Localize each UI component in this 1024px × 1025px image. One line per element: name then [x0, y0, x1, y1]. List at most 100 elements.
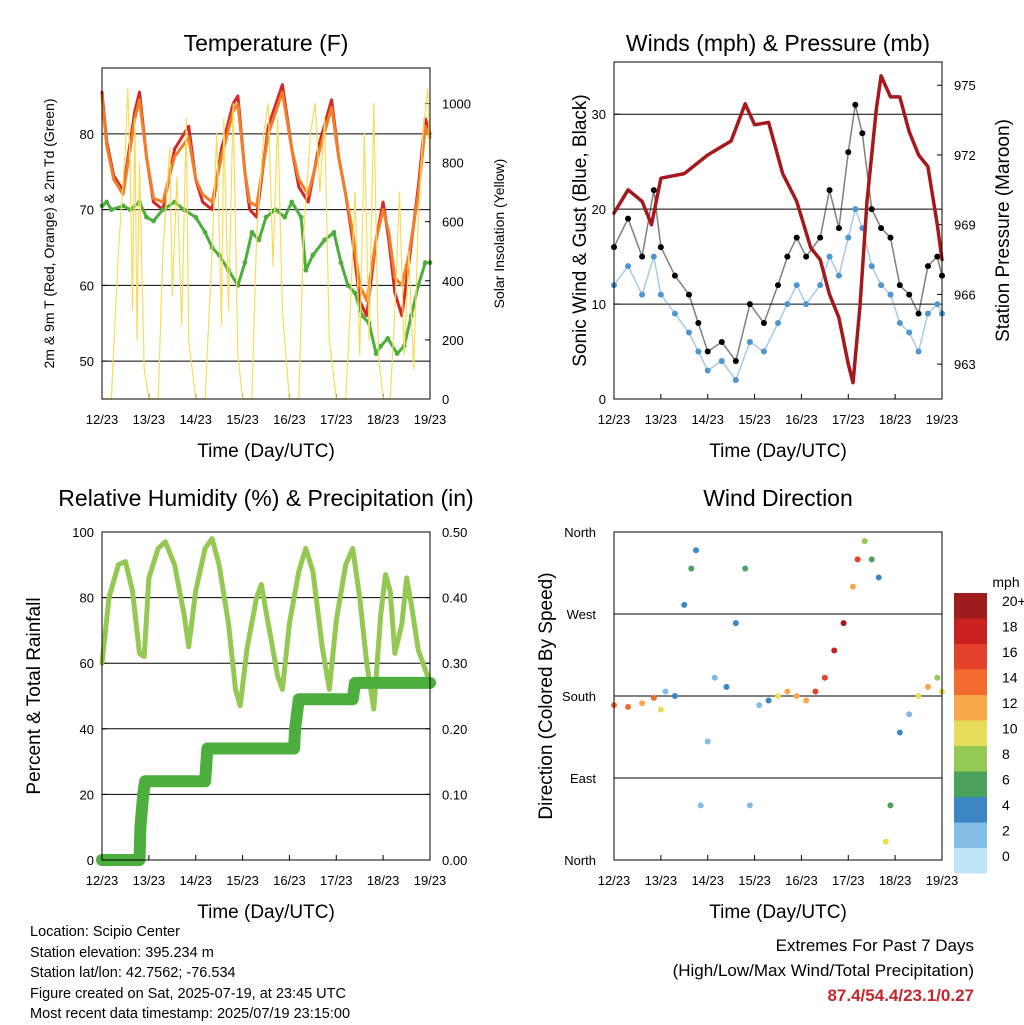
y-tick-label: 100	[72, 525, 94, 540]
direction-point	[887, 802, 894, 809]
y-axis-label: Sonic Wind & Gust (Blue, Black)	[570, 94, 591, 366]
extremes-block: Extremes For Past 7 Days (High/Low/Max W…	[673, 933, 974, 1008]
direction-point	[625, 703, 632, 710]
direction-point	[793, 693, 800, 699]
y-tick-label: 60	[80, 278, 94, 293]
x-tick-label: 14/23	[691, 412, 724, 427]
series-wind-point	[934, 301, 941, 308]
x-tick-label: 17/23	[832, 412, 865, 427]
legend-label: 16	[1002, 644, 1018, 660]
legend-swatch	[954, 644, 987, 670]
series-gust-point	[650, 187, 657, 194]
series-gust-point	[826, 187, 833, 194]
legend-swatch	[954, 822, 987, 848]
elevation-text: Station elevation: 395.234 m	[30, 944, 214, 961]
x-tick-label: 17/23	[320, 412, 353, 427]
x-tick-label: 16/23	[785, 412, 818, 427]
direction-point	[693, 547, 699, 554]
x-tick-label: 16/23	[785, 873, 818, 888]
series-wind-point	[650, 253, 657, 260]
x-tick-label: 13/23	[133, 873, 166, 888]
y-tick-label: North	[564, 525, 596, 540]
y-tick-label: 0	[87, 853, 94, 868]
y2-tick-label: 1000	[442, 96, 471, 111]
legend-label: 4	[1002, 797, 1010, 813]
y-tick-label: 40	[80, 722, 94, 737]
x-tick-label: 16/23	[273, 873, 306, 888]
x-tick-label: 15/23	[226, 412, 259, 427]
legend-label: 6	[1002, 772, 1010, 788]
series-wind-point	[718, 358, 725, 365]
direction-point	[854, 556, 861, 563]
direction-point	[915, 693, 922, 699]
x-tick-label: 18/23	[879, 412, 912, 427]
direction-point	[812, 688, 819, 695]
series-wind-point	[732, 377, 739, 384]
direction-point	[657, 706, 664, 713]
series-gust-point	[625, 215, 632, 222]
y-axis-label: 2m & 9m T (Red, Orange) & 2m Td (Green)	[41, 99, 57, 369]
y2-tick-label: 800	[442, 156, 464, 171]
series-total-precipitation	[96, 676, 436, 866]
series-2m-td-point	[415, 282, 421, 288]
series-wind-point	[695, 348, 702, 355]
x-tick-label: 13/23	[645, 412, 678, 427]
series-gust-point	[760, 320, 767, 327]
series-9m-t	[100, 90, 432, 302]
series-2m-td-point	[263, 214, 269, 220]
series-2m-td-point	[242, 260, 248, 266]
x-tick-label: 14/23	[179, 412, 212, 427]
series-2m-td-point	[345, 282, 351, 288]
direction-point	[671, 693, 678, 699]
x-axis-label: Time (Day/UTC)	[709, 441, 847, 462]
series-2m-td-point	[322, 237, 327, 243]
legend-swatch	[954, 746, 987, 772]
y2-tick-label: 972	[954, 148, 976, 163]
y2-tick-label: 966	[954, 287, 976, 302]
y2-tick-label: 975	[954, 78, 976, 93]
direction-point	[732, 620, 739, 627]
direction-point	[756, 702, 763, 709]
series-gust-point	[868, 206, 875, 213]
series-2m-td-point	[256, 237, 262, 243]
speed-legend: mph 20+ 18 16 14 12 10 8 6 4 2 0	[954, 574, 1024, 874]
x-axis-label: Time (Day/UTC)	[709, 902, 847, 923]
y2-tick-label: 0.40	[442, 591, 467, 606]
y2-tick-label: 0.30	[442, 656, 467, 671]
y-tick-label: North	[564, 853, 596, 868]
plot-frame	[101, 531, 431, 861]
series-2m-td-point	[249, 229, 255, 235]
series-gust-point	[915, 310, 922, 317]
series-wind-point	[685, 329, 692, 336]
series-wind-point	[704, 367, 711, 374]
series-wind-point	[896, 320, 903, 327]
x-tick-label: 12/23	[86, 873, 119, 888]
legend-swatch	[954, 618, 987, 644]
y2-tick-label: 963	[954, 357, 976, 372]
x-axis-label: Time (Day/UTC)	[197, 441, 335, 462]
x-tick-label: 15/23	[738, 412, 771, 427]
chart-title: Temperature (F)	[184, 30, 349, 56]
direction-point	[742, 565, 749, 572]
series-wind-point	[915, 348, 922, 355]
x-tick-label: 17/23	[832, 873, 865, 888]
chart-panel-2: Winds (mph) & Pressure (mb) Time (Day/UTC…	[570, 30, 1014, 462]
series-gust-point	[657, 244, 664, 251]
series-wind-point	[657, 291, 664, 298]
series-wind-point	[746, 339, 753, 346]
direction-point	[650, 694, 657, 701]
series-gust-point	[793, 234, 800, 241]
x-tick-label: 13/23	[645, 873, 678, 888]
series-gust-point	[896, 282, 903, 289]
series-wind-point	[906, 329, 913, 336]
chart-panel-3: Relative Humidity (%) & Precipitation (i…	[24, 485, 474, 923]
direction-point	[697, 802, 704, 809]
y2-tick-label: 0.20	[442, 722, 467, 737]
legend-swatch	[954, 848, 987, 874]
x-tick-label: 19/23	[414, 412, 447, 427]
legend-swatch	[954, 593, 987, 619]
series-gust-point	[732, 358, 739, 365]
extremes-values: 87.4/54.4/23.1/0.27	[827, 986, 974, 1005]
x-tick-label: 14/23	[691, 873, 724, 888]
y-tick-label: 30	[592, 107, 606, 122]
